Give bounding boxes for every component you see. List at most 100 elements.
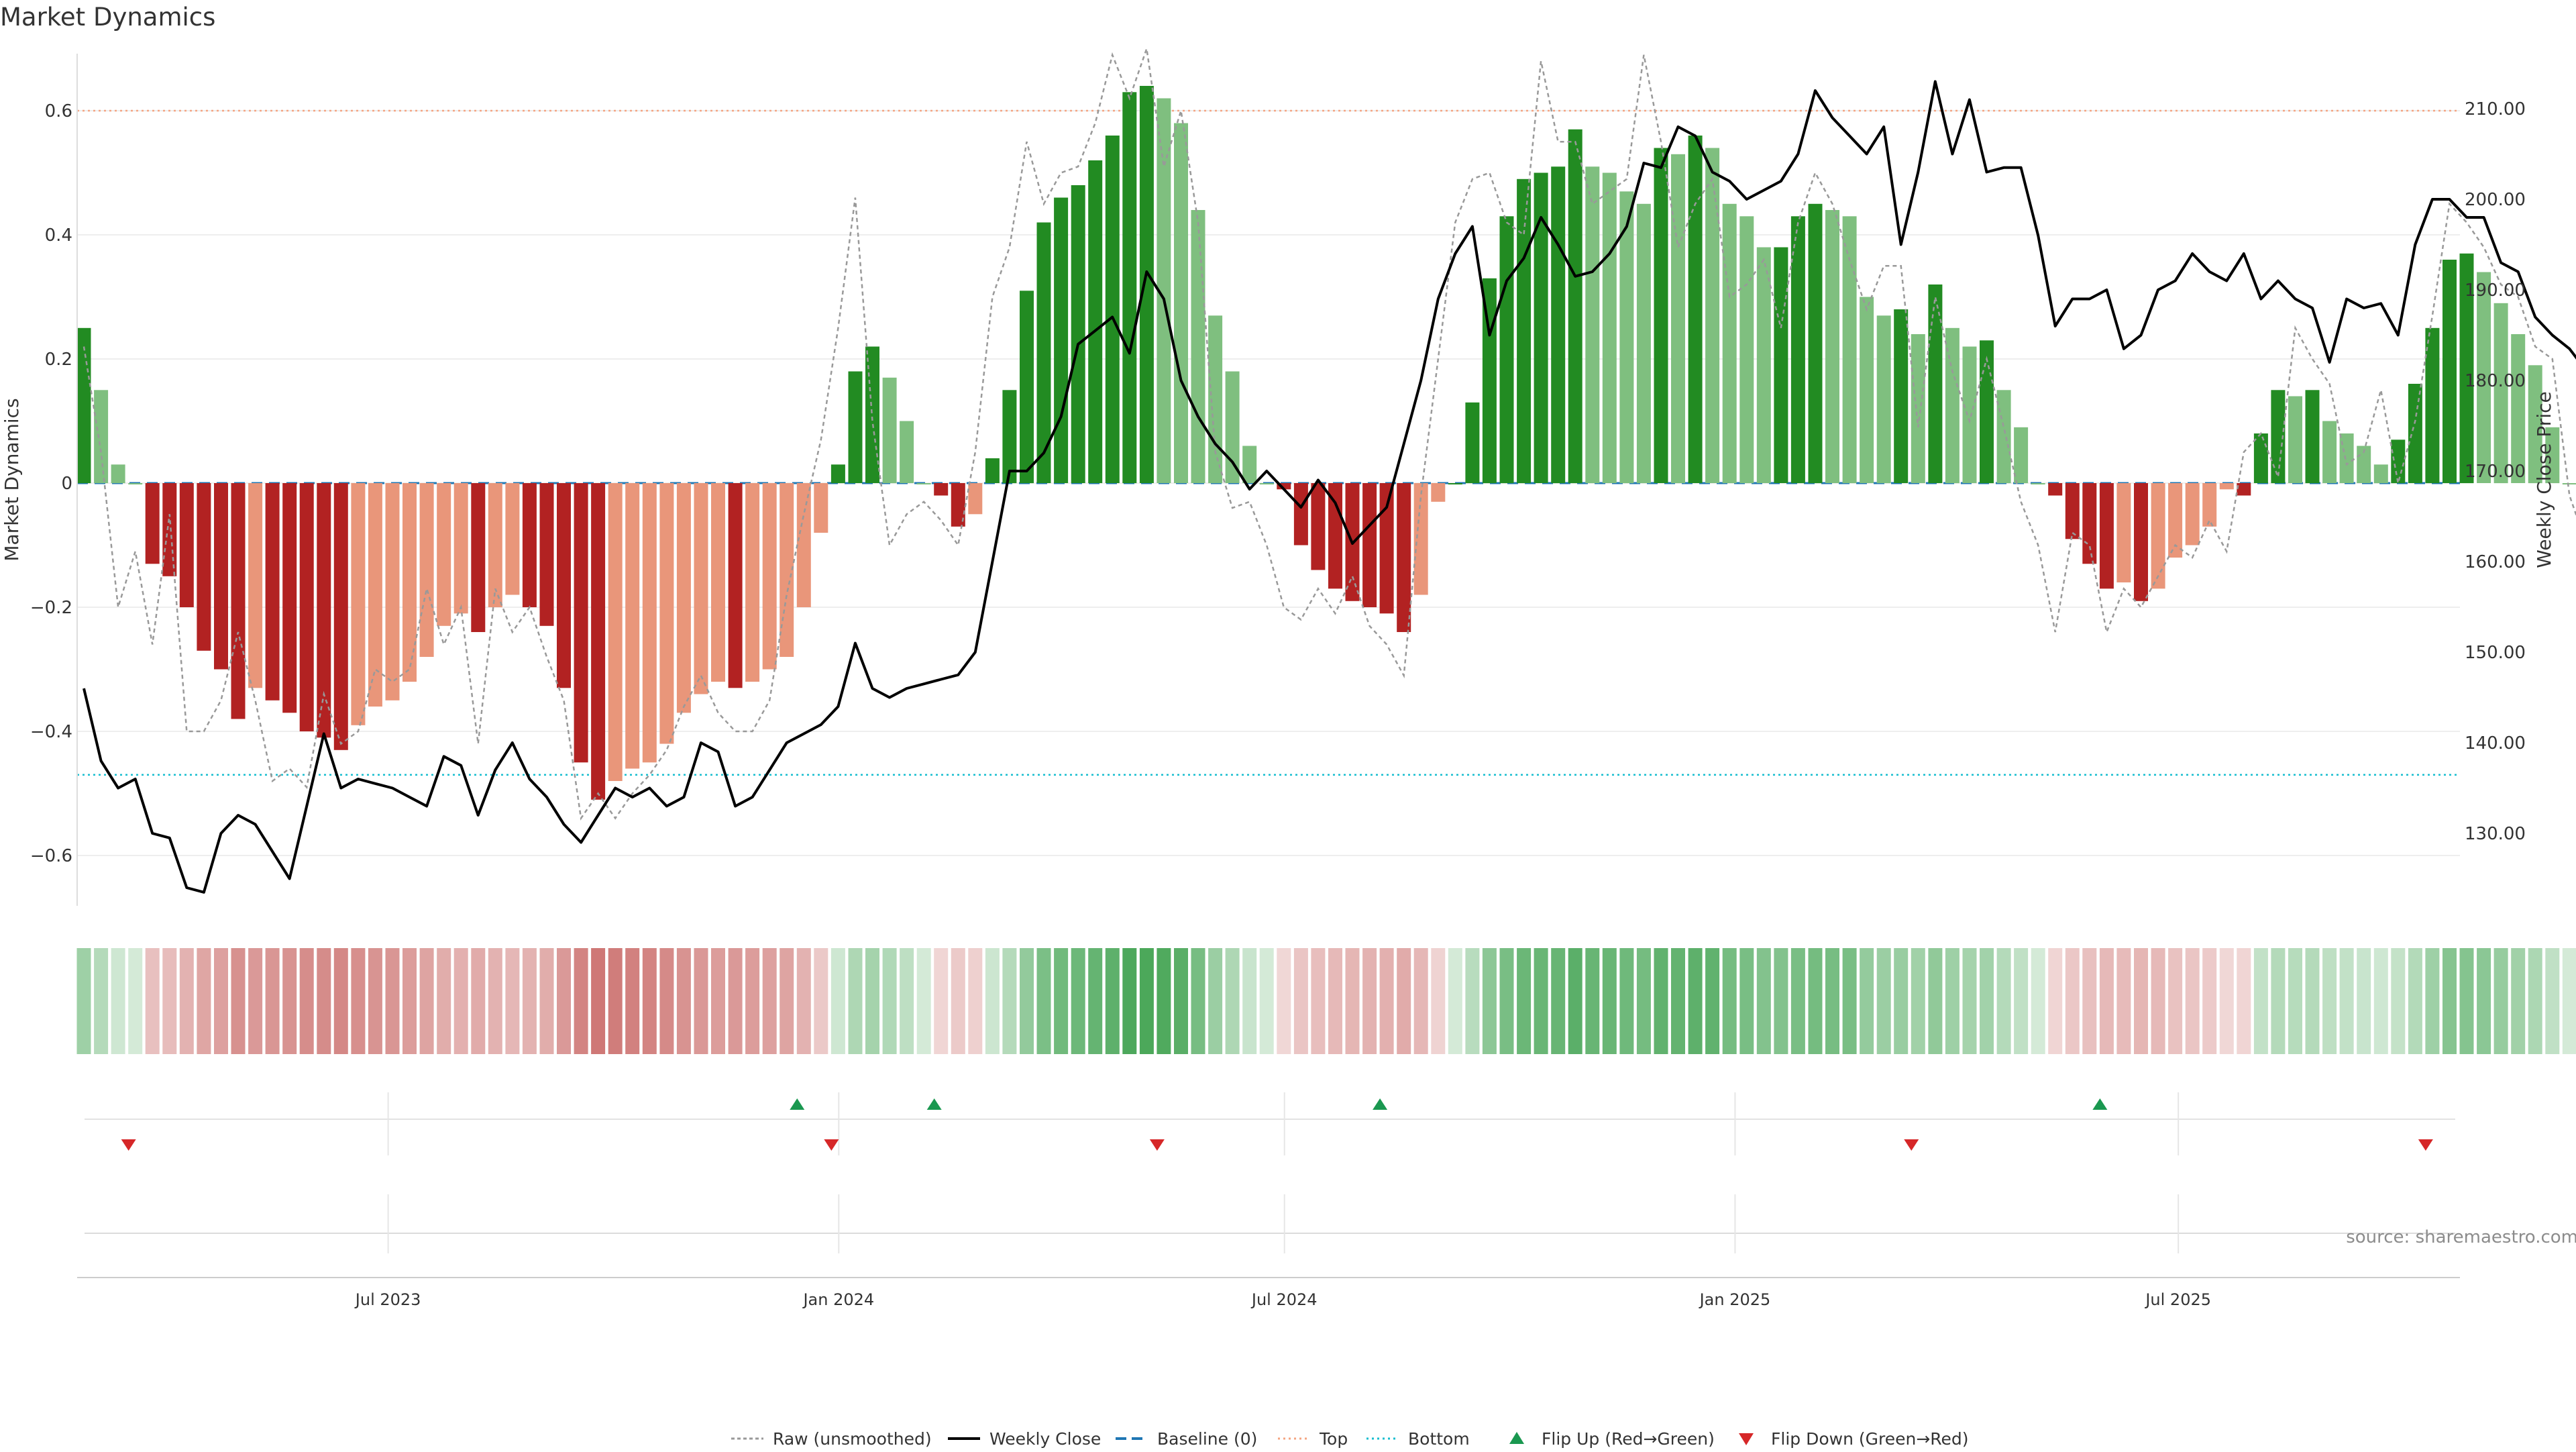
heat-tile <box>1877 948 1891 1054</box>
dynamics-bar <box>797 483 811 607</box>
dynamics-bar <box>402 483 417 682</box>
dynamics-bar <box>162 483 176 576</box>
dynamics-bar <box>454 483 468 613</box>
heat-tile <box>1380 948 1394 1054</box>
heat-tile <box>2134 948 2148 1054</box>
dynamics-bar <box>1448 483 1462 484</box>
dynamics-bar <box>1071 185 1085 483</box>
dynamics-bar <box>505 483 519 595</box>
heat-tile <box>248 948 262 1054</box>
dynamics-bar <box>180 483 194 607</box>
left-tick-label: −0.4 <box>30 722 72 742</box>
heat-tile <box>420 948 434 1054</box>
dynamics-bar <box>2100 483 2114 588</box>
dynamics-bar <box>1791 216 1805 483</box>
dynamics-bar <box>2322 421 2337 484</box>
heat-tile <box>814 948 828 1054</box>
heat-tile <box>2186 948 2200 1054</box>
heat-tile <box>402 948 417 1054</box>
dynamics-bar <box>2563 483 2576 484</box>
dynamics-bar <box>711 483 725 682</box>
heat-tile <box>1945 948 1960 1054</box>
heat-tile <box>2477 948 2491 1054</box>
heat-tile <box>1054 948 1068 1054</box>
heat-tile <box>2374 948 2388 1054</box>
dynamics-bar <box>625 483 639 769</box>
heat-tile <box>1346 948 1360 1054</box>
right-tick-label: 140.00 <box>2465 733 2526 754</box>
heat-tile <box>2563 948 2576 1054</box>
heat-tile <box>643 948 657 1054</box>
dynamics-bar <box>985 458 1000 483</box>
heat-tile <box>985 948 1000 1054</box>
dynamics-bar <box>2134 483 2148 601</box>
heat-tile <box>1397 948 1411 1054</box>
legend-label: Bottom <box>1408 1429 1470 1449</box>
dynamics-bar <box>1328 483 1342 588</box>
dynamics-bar <box>883 378 897 483</box>
dynamics-bar <box>1431 483 1445 502</box>
dynamics-bar <box>94 390 108 483</box>
dynamics-bar <box>1860 297 1874 484</box>
heat-tile <box>1020 948 1034 1054</box>
heat-tile <box>1568 948 1582 1054</box>
dynamics-bar <box>900 421 914 484</box>
dynamics-bar <box>729 483 743 688</box>
heat-tile <box>162 948 176 1054</box>
heat-tile <box>2100 948 2114 1054</box>
dynamics-bar <box>1517 179 1531 483</box>
heat-tile <box>831 948 845 1054</box>
heat-tile <box>608 948 623 1054</box>
dynamics-bar <box>1757 248 1771 484</box>
right-tick-label: 160.00 <box>2465 552 2526 572</box>
heat-tile <box>1208 948 1222 1054</box>
heat-tile <box>2545 948 2559 1054</box>
heat-tile <box>1551 948 1565 1054</box>
heat-tile <box>591 948 605 1054</box>
heat-tile <box>1517 948 1531 1054</box>
heat-tile <box>1654 948 1668 1054</box>
dynamics-bar <box>368 483 382 707</box>
dynamics-bar <box>1654 148 1668 484</box>
dynamics-bar <box>300 483 314 731</box>
heat-tile <box>1843 948 1857 1054</box>
dynamics-bar <box>814 483 828 533</box>
right-tick-label: 150.00 <box>2465 643 2526 663</box>
dynamics-bar <box>2391 439 2405 483</box>
dynamics-bar <box>2408 384 2422 483</box>
dynamics-bar <box>1809 204 1823 483</box>
dynamics-bar <box>351 483 365 725</box>
heat-tile <box>1328 948 1342 1054</box>
heat-tile <box>1894 948 1908 1054</box>
heat-tile <box>1825 948 1839 1054</box>
heat-tile <box>1911 948 1925 1054</box>
dynamics-bar <box>1774 248 1788 484</box>
heat-tile <box>1157 948 1171 1054</box>
dynamics-bar <box>1911 334 1925 483</box>
dynamics-bar <box>849 372 863 484</box>
heat-tile <box>128 948 142 1054</box>
heat-tile <box>1002 948 1016 1054</box>
dynamics-bar <box>2220 483 2234 489</box>
x-tick-label: Jul 2025 <box>2144 1290 2211 1309</box>
dynamics-bar <box>745 483 759 682</box>
heat-tile <box>2031 948 2045 1054</box>
dynamics-bar <box>231 483 246 719</box>
heat-tile <box>2116 948 2131 1054</box>
heat-tile <box>1534 948 1548 1054</box>
heat-tile <box>1723 948 1737 1054</box>
heat-tile <box>1671 948 1685 1054</box>
heat-tile <box>77 948 91 1054</box>
heat-tile <box>2425 948 2439 1054</box>
heat-tile <box>883 948 897 1054</box>
left-tick-label: 0.4 <box>45 225 72 246</box>
dynamics-bar <box>1723 204 1737 483</box>
x-tick-label: Jul 2023 <box>354 1290 421 1309</box>
heat-tile <box>1037 948 1051 1054</box>
heat-tile <box>574 948 588 1054</box>
dynamics-bar <box>659 483 674 744</box>
heat-tile <box>1226 948 1240 1054</box>
heat-tile <box>849 948 863 1054</box>
right-tick-label: 170.00 <box>2465 462 2526 482</box>
dynamics-bar <box>1825 210 1839 483</box>
